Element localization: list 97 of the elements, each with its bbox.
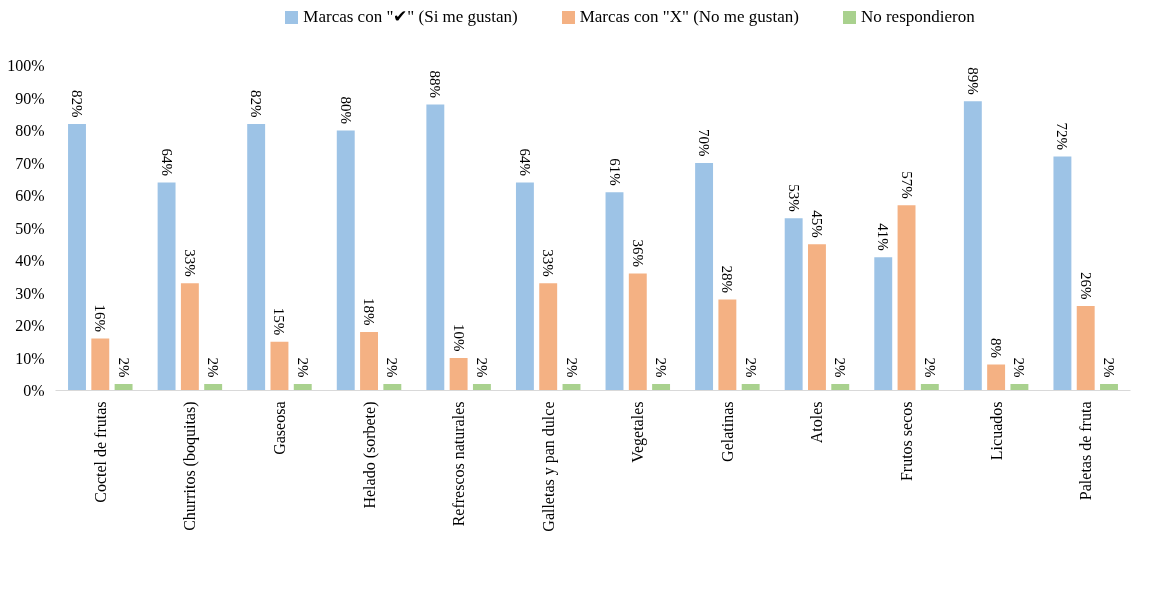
bar	[1010, 384, 1029, 391]
legend-label: No respondieron	[860, 6, 975, 28]
x-tick-label: Licuados	[987, 401, 1005, 461]
data-label: 72%	[1054, 122, 1071, 150]
bar	[874, 257, 893, 391]
x-tick-label: Churritos (boquitas)	[181, 401, 200, 531]
x-tick-label: Galletas y pan dulce	[539, 401, 558, 532]
data-label: 18%	[361, 298, 378, 326]
data-label: 2%	[205, 357, 222, 378]
y-tick-label: 10%	[15, 349, 45, 367]
x-tick-label: Coctel de frutas	[91, 401, 109, 503]
bar	[987, 364, 1006, 391]
data-label: 2%	[115, 357, 132, 378]
y-tick-label: 80%	[15, 122, 45, 139]
data-label: 41%	[875, 223, 892, 251]
data-label: 2%	[832, 357, 849, 378]
bar	[605, 192, 624, 391]
x-tick-label: Paletas de fruta	[1077, 401, 1095, 501]
x-tick-label: Helado (sorbete)	[360, 401, 379, 509]
y-tick-label: 30%	[15, 284, 45, 302]
data-label: 70%	[696, 129, 713, 157]
bar	[1053, 156, 1072, 391]
bar	[293, 384, 312, 391]
legend-label: Marcas con "✔" (Si me gustan)	[303, 6, 518, 28]
y-tick-label: 100%	[7, 57, 45, 74]
x-tick-label: Frutos secos	[898, 401, 916, 482]
bar	[1076, 306, 1095, 391]
data-label: 57%	[898, 171, 915, 199]
y-tick-label: 90%	[15, 89, 45, 107]
bar	[695, 163, 714, 391]
data-label: 33%	[540, 249, 557, 277]
bar	[831, 384, 850, 391]
data-label: 89%	[964, 67, 981, 95]
y-tick-label: 70%	[15, 154, 45, 172]
data-label: 2%	[473, 357, 490, 378]
bar	[114, 384, 133, 391]
data-label: 64%	[516, 148, 533, 176]
bar	[897, 205, 916, 391]
y-tick-label: 40%	[15, 252, 45, 269]
bar	[91, 338, 110, 391]
bar	[1100, 384, 1118, 391]
data-label: 2%	[742, 357, 759, 378]
data-label: 33%	[181, 249, 198, 277]
bar	[472, 384, 491, 391]
bar	[204, 384, 223, 391]
data-label: 8%	[988, 338, 1005, 358]
data-label: 36%	[629, 239, 646, 267]
bar	[784, 218, 803, 391]
x-tick-label: Vegetales	[629, 401, 648, 463]
bar	[180, 283, 199, 391]
data-label: 64%	[158, 148, 175, 176]
data-label: 88%	[427, 70, 444, 98]
bar	[628, 273, 647, 391]
bar	[515, 182, 534, 391]
data-label: 16%	[92, 304, 109, 332]
data-label: 2%	[653, 357, 670, 378]
bar	[920, 384, 939, 391]
y-tick-label: 60%	[15, 187, 45, 204]
x-tick-label: Atoles	[808, 401, 826, 444]
data-label: 10%	[450, 324, 467, 352]
data-label: 2%	[1101, 357, 1117, 378]
bar	[539, 283, 558, 391]
bar	[247, 124, 266, 391]
bar	[383, 384, 402, 391]
bar	[336, 130, 355, 391]
data-label: 82%	[69, 90, 85, 118]
bar	[68, 124, 86, 391]
data-label: 45%	[808, 210, 825, 238]
legend-label: Marcas con "X" (No me gustan)	[579, 6, 799, 28]
data-label: 28%	[719, 265, 736, 293]
data-label: 2%	[294, 357, 311, 378]
data-label: 82%	[248, 90, 265, 118]
bar	[426, 104, 445, 391]
data-label: 26%	[1077, 272, 1094, 300]
x-tick-label: Refrescos naturales	[450, 401, 468, 527]
bar	[449, 358, 468, 391]
y-tick-label: 50%	[15, 219, 45, 237]
data-label: 2%	[563, 357, 580, 378]
bar	[270, 341, 289, 391]
bar	[963, 101, 982, 391]
data-label: 2%	[384, 357, 401, 378]
bar	[718, 299, 737, 391]
data-label: 2%	[1011, 357, 1028, 378]
bar	[652, 384, 671, 391]
x-tick-label: Gaseosa	[270, 401, 288, 455]
x-tick-label: Gelatinas	[718, 401, 736, 462]
y-tick-label: 20%	[15, 317, 45, 334]
y-tick-label: 0%	[23, 382, 45, 399]
bar	[157, 182, 176, 391]
bar	[741, 384, 760, 391]
data-label: 80%	[337, 96, 354, 124]
data-label: 53%	[785, 184, 802, 212]
data-label: 61%	[606, 158, 623, 186]
data-label: 15%	[271, 307, 288, 336]
bar	[360, 332, 378, 391]
bar	[808, 244, 826, 391]
data-label: 2%	[921, 357, 938, 378]
